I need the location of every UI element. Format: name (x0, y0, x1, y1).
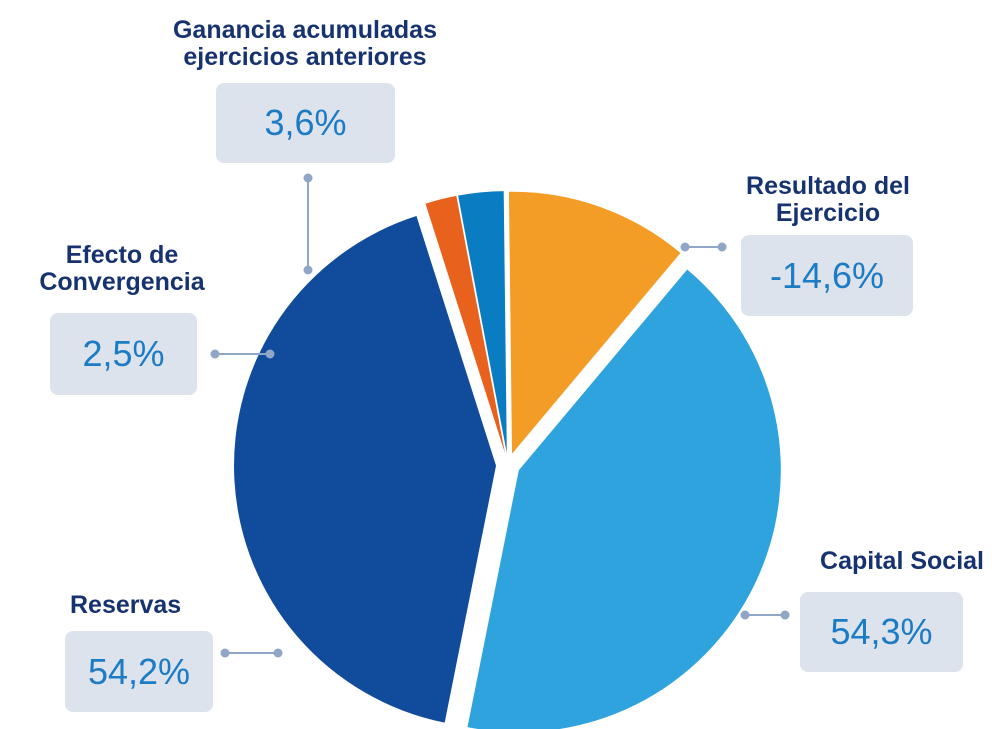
value-label: 3,6% (216, 83, 395, 163)
connector-dot (303, 173, 313, 183)
pie-slice (425, 195, 506, 454)
slice-label: Reservas (70, 591, 182, 619)
pie-slice (458, 191, 507, 454)
pie-slice (467, 269, 781, 729)
value-label: -14,6% (741, 235, 913, 316)
connector-dot (303, 265, 313, 275)
slice-label: Ganancia acumuladas ejercicios anteriore… (172, 16, 437, 71)
connector-dot (780, 610, 790, 620)
connector-dot (265, 349, 275, 359)
value-label: 54,3% (800, 592, 963, 672)
slice-label: Efecto de Convergencia (39, 241, 205, 296)
connector-dot (740, 610, 750, 620)
connector-dot (210, 349, 220, 359)
connector-dot (273, 648, 283, 658)
connector-dot (680, 242, 690, 252)
slice-label: Resultado del Ejercicio (746, 172, 910, 227)
connector-dot (220, 648, 230, 658)
pie-slice (234, 216, 497, 723)
value-label: 2,5% (50, 313, 197, 395)
slice-label: Capital Social (820, 547, 984, 575)
connector-dot (717, 242, 727, 252)
value-label: 54,2% (65, 631, 213, 712)
pie-slice (508, 191, 681, 454)
